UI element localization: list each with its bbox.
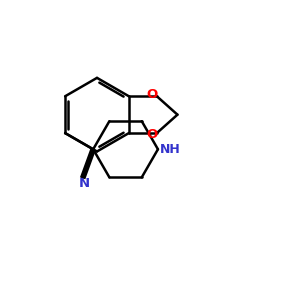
Text: NH: NH (160, 143, 181, 156)
Text: O: O (146, 128, 157, 141)
Text: O: O (146, 88, 157, 101)
Text: N: N (79, 177, 90, 190)
